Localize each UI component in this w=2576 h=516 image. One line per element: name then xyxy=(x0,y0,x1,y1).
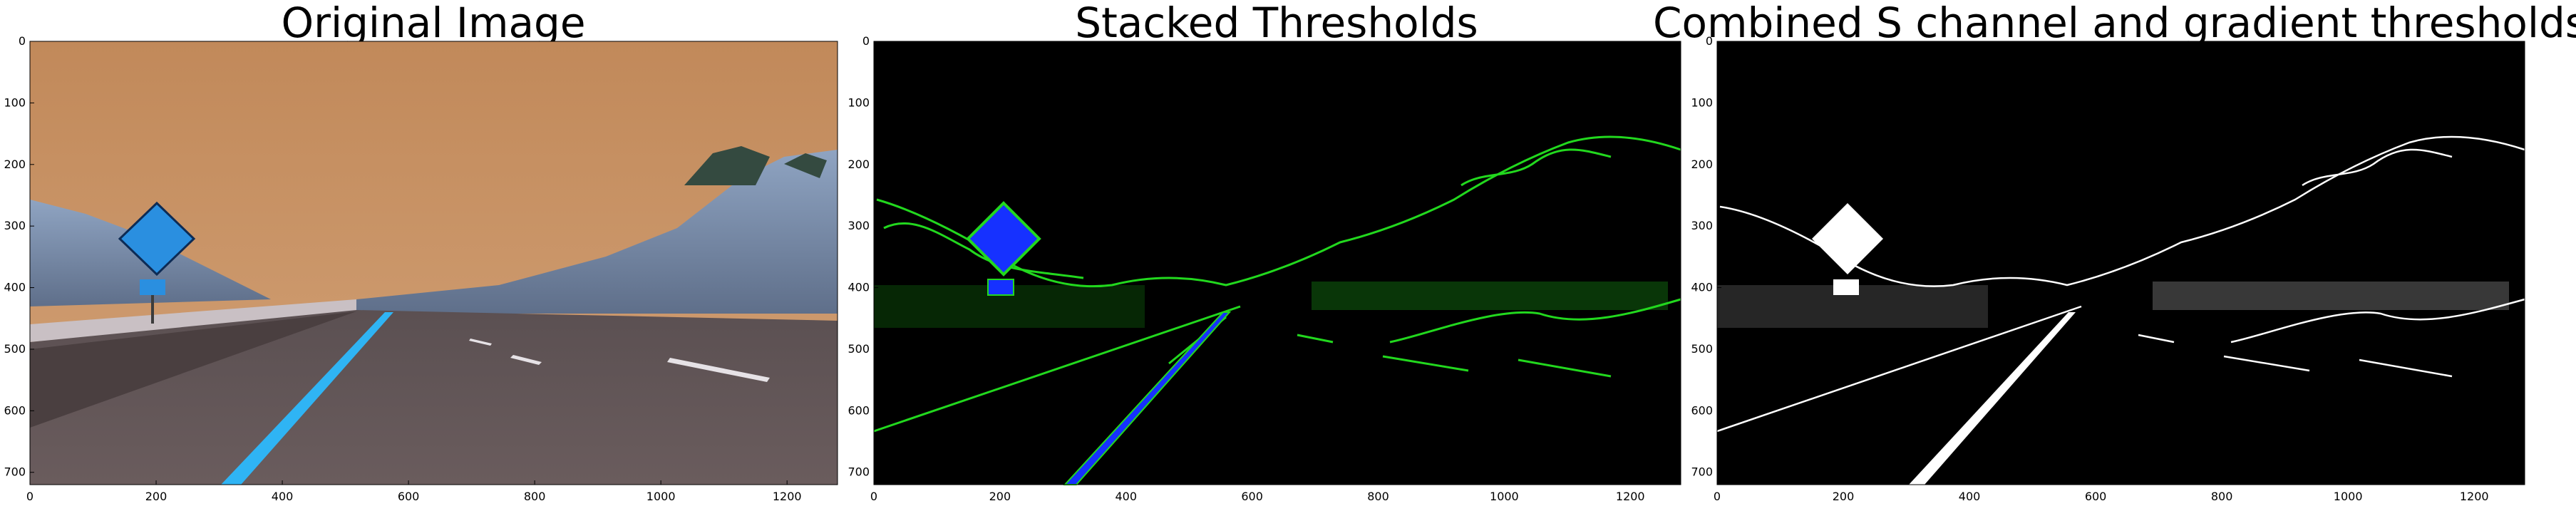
x-tick-label: 1000 xyxy=(646,490,676,503)
y-tick-label: 0 xyxy=(19,34,26,48)
x-tick-label: 1000 xyxy=(1490,490,1519,503)
x-tick-label: 1200 xyxy=(2460,490,2489,503)
y-tick-label: 700 xyxy=(847,465,870,479)
x-tick-label: 200 xyxy=(989,490,1011,503)
x-tick-label: 400 xyxy=(272,490,294,503)
y-tick-label: 600 xyxy=(1691,403,1713,417)
y-tick-label: 500 xyxy=(1691,342,1713,356)
white-sign xyxy=(1812,203,1883,274)
x-tick-label: 200 xyxy=(1833,490,1855,503)
x-tick-label: 400 xyxy=(1959,490,1981,503)
y-tick-label: 0 xyxy=(862,34,870,48)
y-tick-label: 300 xyxy=(1691,219,1713,232)
photo-original xyxy=(30,41,838,485)
left-lane-line xyxy=(221,312,393,485)
x-tick-label: 600 xyxy=(1241,490,1263,503)
axes-frame xyxy=(29,41,838,485)
y-tick-label: 400 xyxy=(1691,281,1713,294)
tick-layer: 0 200 400 600 800 1000 12000100200300400500600… xyxy=(4,34,2488,503)
median-barrier xyxy=(30,299,356,342)
x-tick-label: 0 xyxy=(26,490,34,503)
y-tick-label: 300 xyxy=(4,219,26,232)
y-tick-label: 300 xyxy=(847,219,870,232)
y-tick-label: 100 xyxy=(1691,96,1713,109)
x-tick-label: 1200 xyxy=(1616,490,1645,503)
right-trees xyxy=(684,146,770,185)
x-tick-label: 1000 xyxy=(2334,490,2363,503)
x-tick-label: 0 xyxy=(1714,490,1721,503)
x-tick-label: 1200 xyxy=(773,490,802,503)
y-tick-label: 200 xyxy=(847,158,870,171)
axes-frame xyxy=(873,41,1681,485)
x-tick-label: 800 xyxy=(2211,490,2233,503)
x-tick-label: 400 xyxy=(1115,490,1137,503)
y-tick-label: 100 xyxy=(4,96,26,109)
panel-title: Original Image xyxy=(281,0,585,47)
y-tick-label: 400 xyxy=(4,281,26,294)
photo-stacked xyxy=(873,41,1681,485)
y-tick-label: 600 xyxy=(4,403,26,417)
x-tick-label: 800 xyxy=(524,490,546,503)
y-tick-label: 700 xyxy=(1691,465,1713,479)
x-tick-label: 200 xyxy=(145,490,168,503)
y-tick-label: 100 xyxy=(847,96,870,109)
blue-sign xyxy=(966,201,1041,277)
right-lane-dashes xyxy=(469,339,770,382)
panel-stacked: Stacked Thresholds xyxy=(873,0,1681,485)
y-tick-label: 200 xyxy=(4,158,26,171)
panel-title: Stacked Thresholds xyxy=(1075,0,1478,47)
y-tick-label: 0 xyxy=(1706,34,1713,48)
y-tick-label: 700 xyxy=(4,465,26,479)
y-tick-label: 600 xyxy=(847,403,870,417)
y-tick-label: 500 xyxy=(847,342,870,356)
x-tick-label: 0 xyxy=(870,490,877,503)
deer-sign xyxy=(118,201,196,277)
panel-combined: Combined S channel and gradient threshol… xyxy=(1653,0,2576,485)
photo-combined xyxy=(1716,41,2525,485)
green-edges xyxy=(873,135,1681,433)
x-tick-label: 600 xyxy=(2085,490,2107,503)
y-tick-label: 200 xyxy=(1691,158,1713,171)
x-tick-label: 600 xyxy=(398,490,420,503)
y-tick-label: 500 xyxy=(4,342,26,356)
white-lane-line xyxy=(1909,312,2076,485)
panel-original: Original Image xyxy=(29,0,838,485)
x-tick-label: 800 xyxy=(1367,490,1389,503)
right-hillside xyxy=(356,150,838,314)
panel-title: Combined S channel and gradient threshol… xyxy=(1653,0,2576,47)
y-tick-label: 400 xyxy=(847,281,870,294)
axes-frame xyxy=(1716,41,2525,485)
